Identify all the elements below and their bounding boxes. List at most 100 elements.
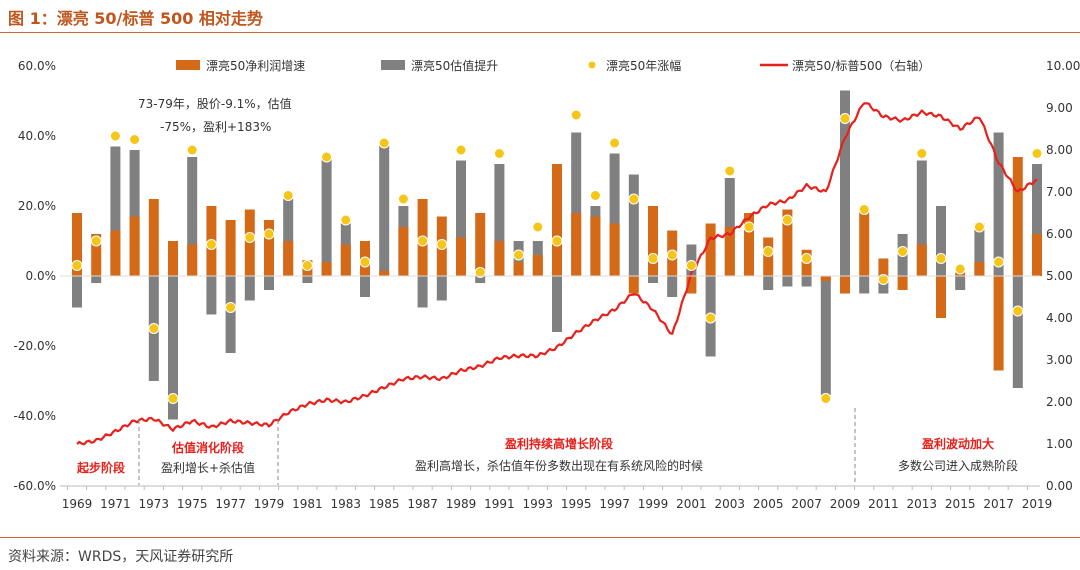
return-dot (244, 232, 256, 243)
x-tick-label: 1997 (599, 497, 630, 511)
return-dot (973, 221, 985, 233)
return-dot (877, 274, 889, 285)
return-dot (359, 256, 371, 268)
line-layer (76, 102, 1038, 446)
return-dot (148, 323, 160, 334)
y-left-tick-label: 0.0% (26, 269, 57, 283)
return-dot (801, 253, 813, 264)
ratio-line (76, 102, 1038, 446)
valuation-bar (72, 276, 82, 308)
return-dot (397, 193, 409, 205)
axis-layer: 60.0% 40.0% 20.0% 0.0% -20.0% -40.0% -60.0% 10.… (14, 59, 1080, 511)
profit-bar (340, 244, 351, 276)
x-tick-label: 1977 (215, 497, 246, 511)
profit-bar (475, 213, 486, 276)
return-dot (993, 256, 1005, 268)
profit-bar (494, 241, 505, 276)
title-bar: 图 1：漂亮 50/标普 500 相对走势 (0, 0, 1080, 33)
x-tick-label: 1989 (446, 497, 477, 511)
profit-bar (283, 241, 294, 276)
profit-bar (321, 262, 332, 276)
bar-layer (72, 90, 1042, 420)
x-tick-label: 2005 (753, 497, 784, 511)
profit-bar (513, 262, 524, 276)
phase-title-start: 起步阶段 (76, 460, 126, 475)
profit-bar (993, 276, 1004, 371)
return-dot (455, 144, 467, 156)
profit-bar (840, 276, 850, 294)
profit-bar (379, 270, 390, 276)
y-right-tick-label: 3.00 (1046, 353, 1073, 367)
profit-bar (782, 209, 793, 276)
valuation-bar (782, 276, 793, 287)
y-right-tick-label: 5.00 (1046, 269, 1073, 283)
valuation-bar (321, 157, 332, 276)
y-left-tick-label: 20.0% (18, 199, 56, 213)
profit-bar (264, 220, 274, 276)
y-right-tick-label: 10.00 (1046, 59, 1080, 73)
valuation-bar (302, 276, 313, 283)
x-tick-label: 1973 (139, 497, 170, 511)
y-right-tick-label: 1.00 (1046, 437, 1073, 451)
valuation-bar (859, 276, 870, 294)
source-note: 资料来源：WRDS，天风证券研究所 (8, 549, 234, 565)
phase-desc-volatile: 多数公司进入成熟阶段 (898, 458, 1018, 473)
legend-swatch-valuation (381, 60, 405, 70)
legend-label-valuation: 漂亮50估值提升 (411, 58, 498, 73)
return-dot (205, 239, 217, 250)
x-tick-label: 2009 (830, 497, 861, 511)
profit-bar (744, 213, 754, 276)
profit-bar (590, 216, 601, 276)
profit-bar (187, 244, 198, 276)
return-dot (436, 239, 448, 250)
return-dot (666, 249, 678, 261)
return-dot (551, 235, 563, 247)
profit-bar (897, 276, 908, 290)
profit-bar (1012, 157, 1023, 276)
valuation-bar (110, 146, 121, 276)
valuation-bar (436, 276, 447, 301)
return-dot (781, 214, 793, 226)
valuation-bar (916, 160, 927, 276)
profit-bar (571, 213, 582, 276)
phase-desc-digest: 盈利增长+杀估值 (161, 460, 255, 475)
valuation-bar (206, 276, 217, 315)
return-dot (916, 148, 928, 159)
return-dot (167, 393, 179, 404)
valuation-bar (129, 150, 140, 276)
valuation-bar (936, 206, 946, 276)
valuation-bar (225, 276, 236, 353)
return-dot (532, 221, 544, 233)
return-dot (743, 221, 755, 233)
valuation-bar (571, 132, 582, 276)
return-dot (897, 246, 909, 257)
valuation-bar (667, 276, 678, 297)
profit-bar (705, 223, 716, 276)
annotation-line-1: 73-79年，股价-9.1%，估值 (138, 96, 292, 111)
return-dot (129, 134, 141, 145)
y-right-tick-label: 9.00 (1046, 101, 1073, 115)
return-dot (474, 267, 486, 278)
valuation-bar (264, 276, 274, 290)
y-left-tick-label: -60.0% (14, 479, 56, 493)
return-dot (1012, 305, 1024, 317)
profit-bar (974, 262, 985, 276)
profit-bar (110, 230, 121, 276)
valuation-bar (840, 90, 850, 276)
phase-title-growth: 盈利持续高增长阶段 (504, 436, 614, 451)
x-tick-label: 2003 (715, 497, 746, 511)
valuation-bar (993, 132, 1004, 276)
legend-label-profit: 漂亮50净利润增速 (206, 58, 305, 73)
profit-bar (148, 199, 159, 276)
phase-desc-growth: 盈利高增长，杀估值年份多数出现在有系统风险的时候 (415, 458, 703, 473)
x-tick-label: 2015 (945, 497, 976, 511)
valuation-bar (494, 164, 505, 276)
valuation-bar (820, 276, 831, 395)
valuation-bar (801, 276, 812, 287)
legend-swatch-profit (176, 60, 200, 70)
return-dot (570, 109, 582, 121)
x-tick-label: 2019 (1022, 497, 1053, 511)
valuation-bar (1032, 164, 1042, 276)
phase-labels: 起步阶段 估值消化阶段 盈利增长+杀估值 盈利持续高增长阶段 盈利高增长，杀估值… (76, 436, 1018, 475)
profit-bar (532, 255, 543, 276)
